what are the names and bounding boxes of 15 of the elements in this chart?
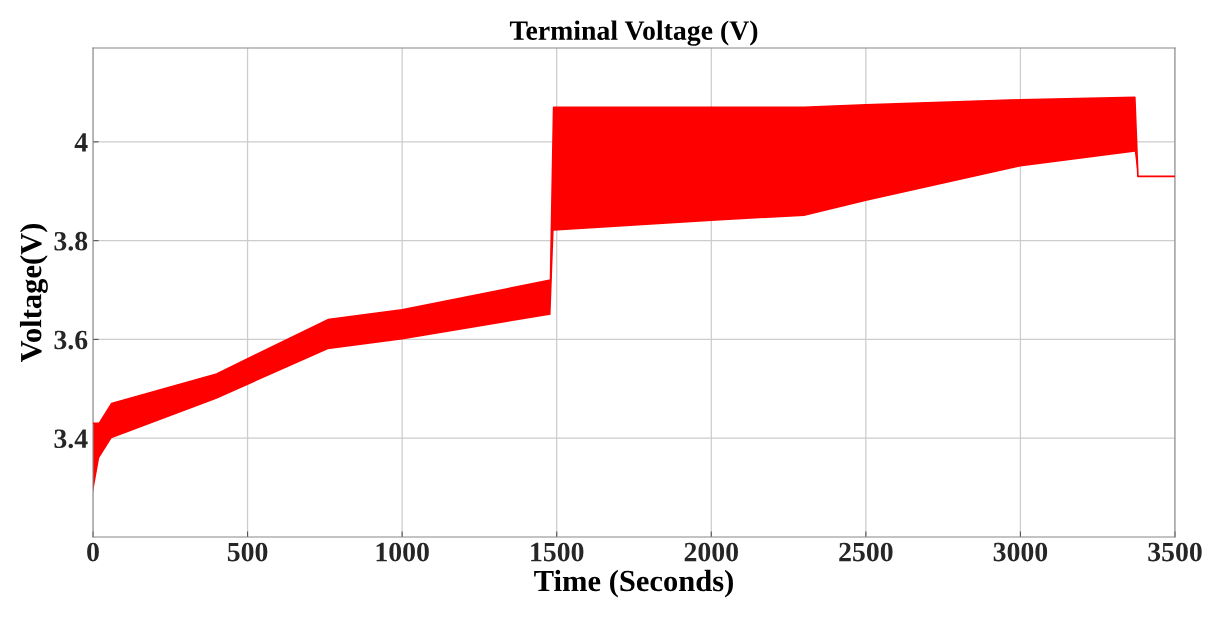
y-tick-label: 3.8 (54, 231, 88, 251)
x-tick-label: 3000 (993, 542, 1048, 562)
y-tick-label: 3.4 (54, 429, 88, 449)
x-tick-label: 500 (227, 542, 268, 562)
x-tick-label: 1500 (531, 542, 584, 562)
y-tick-label: 4 (74, 133, 88, 152)
x-tick-label: 2500 (839, 542, 893, 562)
x-tick-label: 0 (87, 542, 99, 562)
x-tick-label: 1000 (376, 542, 429, 562)
y-tick-label: 3.6 (54, 330, 88, 350)
x-tick-label: 2000 (684, 542, 738, 562)
x-tick-label: 3500 (1148, 542, 1202, 562)
y-axis-title: Voltage(V) (19, 223, 48, 363)
x-axis-title: Time (Seconds) (534, 569, 733, 598)
chart-title: Terminal Voltage (V) (509, 20, 758, 46)
